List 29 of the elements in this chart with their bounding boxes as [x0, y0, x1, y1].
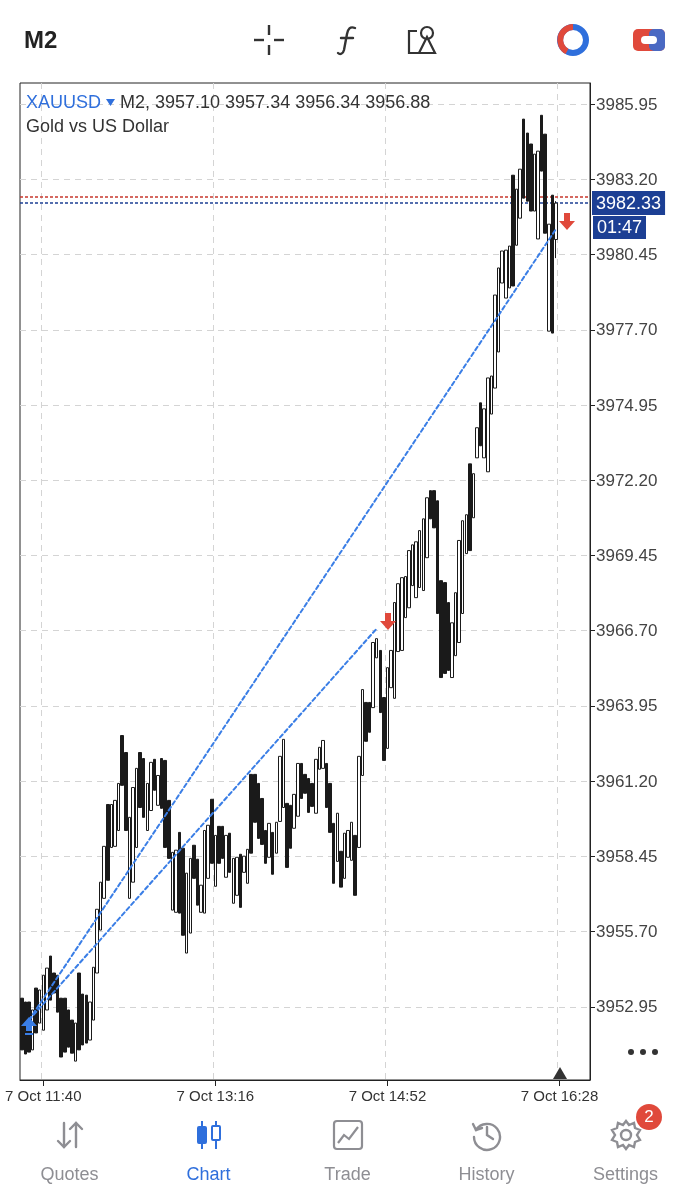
ref-line-label: 3982.33 [596, 193, 662, 214]
text: XAUUSD [26, 91, 102, 114]
y-tick-label: 3980.45 [596, 245, 658, 265]
y-tick-label: 3963.95 [596, 696, 658, 716]
y-tick-label: 3955.70 [596, 922, 658, 942]
y-tick-label: 3983.20 [596, 169, 658, 189]
y-tick-label: 3966.70 [596, 621, 658, 641]
text: M2 [24, 26, 58, 54]
y-tick-label: 3952.95 [596, 997, 658, 1017]
y-tick-label: 3958.45 [596, 846, 658, 866]
x-tick-label: 7 Oct 16:28 [520, 1087, 599, 1104]
text: Chart [186, 1164, 231, 1185]
text: 01:47 [593, 216, 647, 240]
text: Trade [324, 1164, 371, 1185]
y-tick-label: 3972.20 [596, 470, 658, 490]
text: History [458, 1164, 515, 1185]
x-tick-label: 7 Oct 11:40 [5, 1087, 82, 1104]
x-tick-label: 7 Oct 14:52 [348, 1087, 427, 1104]
text: Quotes [40, 1164, 99, 1185]
text: Gold vs US Dollar [26, 115, 171, 138]
annotation: M2, 3957.10 3957.34 3956.34 3956.88 [120, 91, 431, 114]
y-tick-label: 3974.95 [596, 395, 658, 415]
y-tick-label: 3961.20 [596, 771, 658, 791]
x-tick-label: 7 Oct 13:16 [176, 1087, 255, 1104]
y-tick-label: 3985.95 [596, 94, 658, 114]
text: Settings [592, 1164, 659, 1185]
text: 2 [636, 1104, 662, 1130]
y-tick-label: 3977.70 [596, 320, 658, 340]
y-tick-label: 3969.45 [596, 546, 658, 566]
